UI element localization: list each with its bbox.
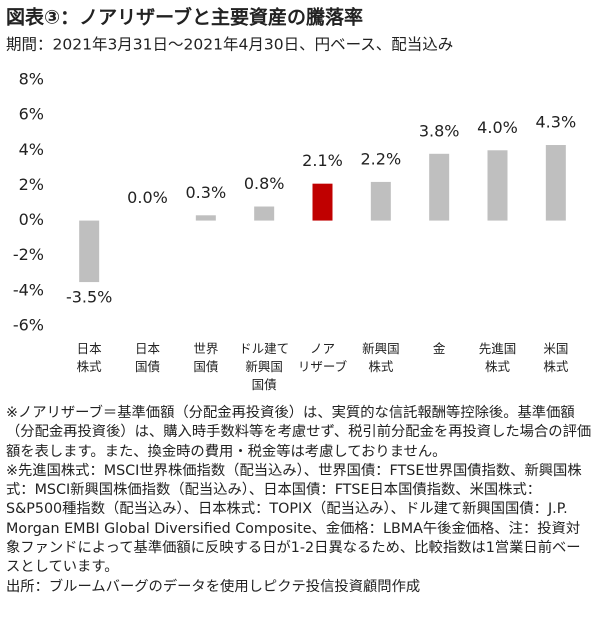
x-tick-label: ドル建て 新興国 国債: [239, 341, 290, 392]
y-tick-label: 8%: [19, 70, 44, 89]
value-label: 2.1%: [302, 151, 343, 170]
value-label: 3.8%: [419, 121, 460, 140]
notes: ※ノアリザーブ＝基準価額（分配金再投資後）は、実質的な信託報酬等控除後。基準価額…: [6, 404, 594, 597]
y-tick-label: -4%: [13, 280, 44, 299]
bar: [79, 220, 100, 283]
chart: 図表③：ノアリザーブと主要資産の騰落率 期間：2021年3月31日～2021年4…: [6, 6, 577, 335]
x-tick-label: 先進国 株式: [478, 341, 517, 374]
y-tick-label: 6%: [19, 105, 44, 124]
y-tick-label: 2%: [19, 175, 44, 194]
value-label: -3.5%: [66, 288, 112, 307]
value-label: 0.3%: [186, 183, 227, 202]
y-tick-label: -2%: [13, 245, 44, 264]
x-tick-label: 世界 国債: [193, 341, 219, 374]
bar: [545, 145, 566, 221]
y-tick-label: 0%: [19, 210, 44, 229]
x-tick-label: ノア リザーブ: [297, 341, 348, 374]
y-tick-label: -6%: [13, 316, 44, 335]
x-tick-label: 金: [432, 341, 446, 356]
y-tick-label: 4%: [19, 140, 44, 159]
value-label: 4.3%: [536, 113, 577, 132]
bar: [195, 215, 216, 221]
x-tick-label: 日本 株式: [76, 341, 102, 374]
bar: [312, 183, 333, 221]
value-label: 0.8%: [244, 174, 285, 193]
x-tick-label: 新興国 株式: [362, 341, 400, 374]
x-tick-label: 日本 国債: [134, 341, 160, 374]
value-label: 0.0%: [127, 188, 168, 207]
chart-subtitle: 期間：2021年3月31日～2021年4月30日、円ベース、配当込み: [6, 36, 453, 54]
value-label: 2.2%: [361, 149, 402, 168]
note: ※ノアリザーブ＝基準価額（分配金再投資後）は、実質的な信託報酬等控除後。基準価額…: [6, 405, 592, 460]
bar: [254, 206, 275, 221]
bar: [370, 181, 391, 221]
bar: [429, 153, 450, 221]
x-tick-label: 米国 株式: [543, 341, 569, 374]
chart-title: 図表③：ノアリザーブと主要資産の騰落率: [6, 6, 363, 29]
note: 出所：ブルームバーグのデータを使用しピクテ投信投資顧問作成: [6, 578, 421, 595]
note: ※先進国株式：MSCI世界株価指数（配当込み）、世界国債：FTSE世界国債指数、…: [6, 462, 582, 576]
value-label: 4.0%: [477, 118, 518, 137]
bar: [487, 150, 508, 221]
